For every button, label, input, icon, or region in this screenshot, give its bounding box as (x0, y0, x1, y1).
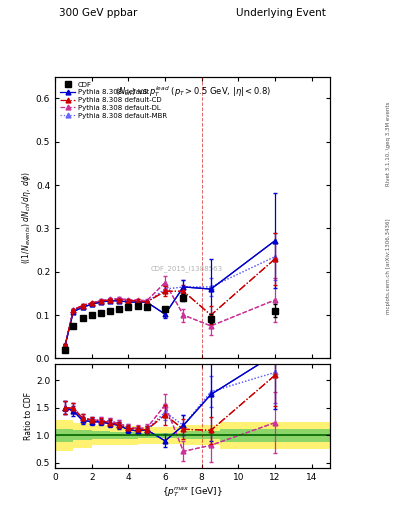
Text: $\langle N_{ch}\rangle$ vs $p_T^{lead}$ ($p_T > 0.5$ GeV, $|\eta| < 0.8$): $\langle N_{ch}\rangle$ vs $p_T^{lead}$ … (114, 84, 271, 99)
Text: mcplots.cern.ch [arXiv:1306.3436]: mcplots.cern.ch [arXiv:1306.3436] (386, 219, 391, 314)
Text: 300 GeV ppbar: 300 GeV ppbar (59, 8, 137, 18)
Text: Underlying Event: Underlying Event (236, 8, 326, 18)
Text: Rivet 3.1.10, \geq 3.3M events: Rivet 3.1.10, \geq 3.3M events (386, 101, 391, 185)
Y-axis label: Ratio to CDF: Ratio to CDF (24, 392, 33, 440)
Text: CDF_2015_I1388563: CDF_2015_I1388563 (151, 265, 223, 272)
Legend: CDF, Pythia 8.308 default, Pythia 8.308 default-CD, Pythia 8.308 default-DL, Pyt: CDF, Pythia 8.308 default, Pythia 8.308 … (59, 80, 169, 120)
X-axis label: $\{p_T^{max}\ [\mathrm{GeV}]\}$: $\{p_T^{max}\ [\mathrm{GeV}]\}$ (162, 485, 223, 499)
Y-axis label: $((1/N_{events})\ dN_{ch}/d\eta,\ d\phi)$: $((1/N_{events})\ dN_{ch}/d\eta,\ d\phi)… (20, 171, 33, 264)
